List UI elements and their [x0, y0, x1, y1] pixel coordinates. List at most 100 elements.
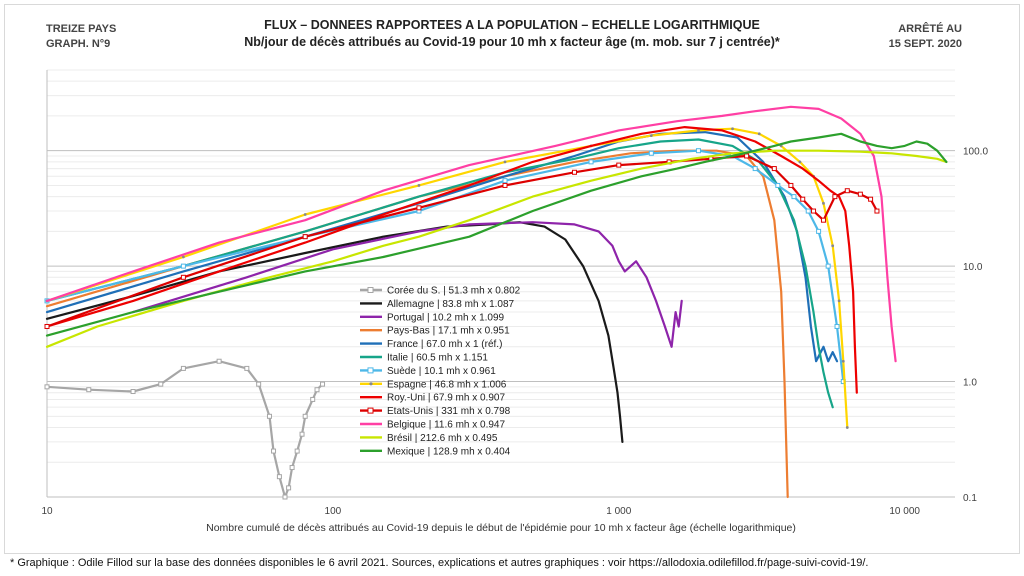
x-tick-label: 10 [41, 506, 53, 517]
legend-label-1: Allemagne | 83.8 mh x 1.087 [387, 299, 515, 310]
series-marker-9 [571, 169, 577, 175]
series-marker-7 [303, 213, 307, 216]
series-marker-9 [788, 182, 794, 188]
legend-label-10: Belgique | 11.6 mh x 0.947 [387, 420, 505, 431]
series-marker-0 [86, 387, 92, 393]
series-line-7 [45, 127, 849, 429]
series-line-12 [45, 132, 948, 337]
series-line-5 [45, 138, 834, 409]
series-marker-6 [805, 208, 811, 214]
series-line-8 [45, 125, 858, 394]
legend-label-11: Brésil | 212.6 mh x 0.495 [387, 433, 498, 444]
x-tick-label: 1 000 [606, 506, 631, 517]
series-marker-7 [182, 255, 185, 259]
series-line-0 [45, 360, 324, 499]
series-marker-9 [800, 196, 806, 202]
stop-date-caption: ARRÊTÉ AU [898, 23, 962, 35]
series-marker-9 [416, 205, 422, 211]
series-marker-7 [757, 132, 761, 136]
series-marker-9 [616, 162, 622, 168]
series-marker-7 [841, 359, 845, 363]
series-marker-9 [874, 208, 880, 214]
x-axis-label: Nombre cumulé de décès attribués au Covi… [206, 522, 796, 534]
series-marker-0 [216, 358, 222, 364]
legend-label-12: Mexique | 128.9 mh x 0.404 [387, 446, 511, 457]
series-marker-9 [820, 217, 826, 223]
y-tick-label: 10.0 [963, 262, 983, 273]
stop-date-value: 15 SEPT. 2020 [888, 38, 962, 50]
series-marker-0 [130, 389, 136, 395]
legend-label-3: Pays-Bas | 17.1 mh x 0.951 [387, 326, 510, 337]
footnote: * Graphique : Odile Fillod sur la base d… [10, 557, 869, 569]
series-marker-6 [588, 159, 594, 165]
series-marker-0 [294, 448, 300, 454]
series-marker-0 [282, 494, 288, 500]
chart-title: FLUX – DONNEES RAPPORTEES A LA POPULATIO… [0, 17, 1024, 51]
series-marker-9 [857, 191, 863, 197]
header-right: ARRÊTÉ AU 15 SEPT. 2020 [889, 22, 962, 52]
series-marker-0 [44, 384, 50, 390]
title-line-1: FLUX – DONNEES RAPPORTEES A LA POPULATIO… [264, 18, 760, 32]
header-left: TREIZE PAYS GRAPH. N°9 [46, 22, 116, 52]
series-marker-6 [752, 166, 758, 172]
series-marker-0 [180, 365, 186, 371]
series-marker-7 [731, 127, 734, 131]
series-marker-6 [834, 323, 840, 329]
series-marker-0 [302, 413, 308, 419]
legend-label-9: Etats-Unis | 331 mh x 0.798 [387, 406, 511, 417]
series-marker-7 [798, 160, 802, 164]
series-marker-9 [44, 323, 50, 329]
series-marker-9 [868, 196, 874, 202]
legend-label-5: Italie | 60.5 mh x 1.151 [387, 353, 488, 364]
graph-number-label: GRAPH. N°9 [46, 38, 111, 50]
series-marker-0 [271, 448, 277, 454]
y-tick-label: 1.0 [963, 378, 977, 389]
series-marker-6 [775, 182, 781, 188]
series-marker-7 [837, 299, 841, 303]
y-tick-label: 0.1 [963, 493, 977, 504]
series-marker-0 [299, 431, 305, 437]
series-marker-0 [314, 387, 320, 393]
series-marker-9 [744, 153, 750, 159]
legend-marker-0 [367, 287, 374, 293]
series-line-11 [45, 149, 948, 348]
legend-marker-7 [369, 382, 373, 386]
legend-label-8: Roy.-Uni | 67.9 mh x 0.907 [387, 393, 505, 404]
series-marker-0 [256, 381, 262, 387]
series-marker-6 [502, 178, 508, 184]
legend-label-2: Portugal | 10.2 mh x 1.099 [387, 312, 505, 323]
series-marker-6 [816, 228, 822, 234]
title-line-2: Nb/jour de décès attribués au Covid-19 p… [244, 35, 780, 49]
series-marker-7 [503, 160, 507, 164]
series-marker-6 [695, 148, 701, 154]
legend-label-7: Espagne | 46.8 mh x 1.006 [387, 379, 507, 390]
series-marker-7 [831, 244, 835, 248]
series-marker-7 [649, 134, 653, 138]
legend-label-6: Suède | 10.1 mh x 0.961 [387, 366, 496, 377]
series-marker-7 [697, 128, 700, 132]
series-marker-0 [276, 474, 282, 480]
country-count-label: TREIZE PAYS [46, 23, 117, 35]
series-marker-9 [302, 234, 308, 240]
series-marker-9 [844, 188, 850, 194]
series-marker-6 [648, 150, 654, 156]
series-line-4 [45, 131, 839, 363]
series-marker-9 [502, 182, 508, 188]
series-marker-6 [791, 194, 797, 200]
series-marker-7 [417, 184, 421, 187]
series-marker-9 [771, 166, 777, 172]
series-line-2 [132, 221, 683, 348]
legend-marker-9 [367, 407, 374, 414]
series-line-10 [45, 105, 897, 363]
series-marker-6 [180, 263, 186, 269]
log-log-line-chart: 0.1 1.0 10.0 100.0 10 100 1 000 10 000 Nombre cu… [41, 69, 988, 534]
x-tick-label: 10 000 [889, 506, 920, 517]
series-marker-9 [811, 208, 817, 214]
series-marker-7 [845, 426, 849, 429]
series-marker-0 [266, 413, 272, 419]
y-tick-label: 100.0 [963, 147, 988, 158]
series-marker-7 [822, 201, 825, 205]
series-marker-0 [244, 365, 250, 371]
series-marker-0 [158, 381, 164, 387]
series-marker-0 [286, 485, 292, 491]
